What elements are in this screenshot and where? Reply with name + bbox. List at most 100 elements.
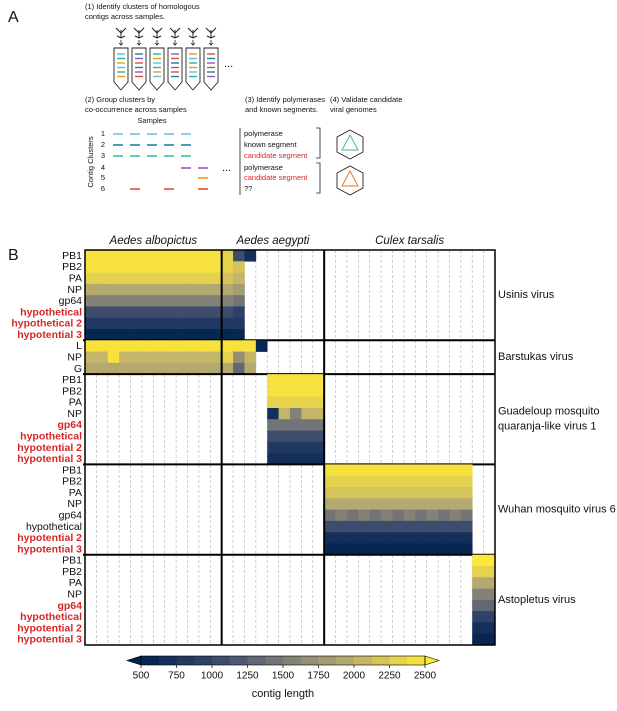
heatmap-cell — [324, 520, 336, 533]
heatmap-cell — [96, 306, 109, 319]
row-label: PB1 — [62, 555, 82, 567]
heatmap-cell — [153, 283, 166, 296]
heatmap-cell — [335, 464, 348, 477]
heatmap-cell — [210, 351, 222, 364]
virion-icon — [336, 129, 364, 196]
heatmap-cell — [176, 340, 188, 352]
heatmap-cell — [85, 329, 97, 341]
heatmap-cell — [233, 250, 245, 262]
species-header: Aedes aegypti — [235, 235, 309, 247]
heatmap-cell — [369, 464, 382, 477]
heatmap-cell — [267, 408, 279, 420]
heatmap-cell — [221, 317, 234, 330]
heatmap-cell — [460, 509, 473, 522]
heatmap-cell — [381, 498, 393, 510]
heatmap-cell — [403, 464, 416, 477]
heatmap-cell — [335, 532, 348, 544]
heatmap-cell — [403, 498, 416, 510]
colorbar-bin — [283, 656, 302, 665]
heatmap-cell — [198, 362, 211, 375]
heatmap-cell — [358, 543, 371, 556]
heatmap-cell — [312, 441, 325, 454]
tube — [113, 47, 129, 91]
heatmap-cell — [290, 374, 302, 386]
mosquito-icon — [115, 27, 127, 39]
virus-name: Barstukas virus — [498, 351, 574, 363]
heatmap-cell — [335, 543, 348, 556]
heatmap-cell — [153, 306, 166, 319]
heatmap-cell — [107, 295, 120, 307]
heatmap-cell — [324, 498, 336, 510]
arrow — [190, 40, 196, 46]
row-label: NP — [67, 351, 82, 363]
heatmap-cell — [233, 283, 245, 296]
row-label: PB2 — [62, 385, 82, 397]
tube — [203, 47, 219, 91]
colorbar-tick-label: 750 — [168, 671, 185, 682]
heatmap-cell — [483, 622, 496, 635]
heatmap-cell — [483, 588, 496, 601]
row-label: PA — [69, 487, 82, 499]
heatmap-cell — [335, 509, 348, 522]
heatmap-cell — [119, 351, 131, 364]
heatmap-cell — [107, 362, 120, 375]
heatmap-cell — [358, 509, 371, 522]
heatmap-cell — [141, 340, 154, 352]
row-label: gp64 — [57, 419, 82, 431]
heatmap-cell — [449, 498, 462, 510]
colorbar-extend — [424, 655, 440, 666]
heatmap-cell — [119, 329, 131, 341]
heatmap-cell — [267, 453, 279, 465]
heatmap-cell — [460, 532, 473, 544]
heatmap-cell — [85, 306, 97, 319]
heatmap-cell — [267, 385, 279, 398]
heatmap-cell — [415, 543, 427, 556]
heatmap-cell — [233, 362, 245, 375]
heatmap-cell — [358, 532, 371, 544]
colorbar-bin — [158, 656, 177, 665]
heatmap-cell — [130, 329, 143, 341]
heatmap-cell — [267, 430, 279, 443]
heatmap-cell — [449, 464, 462, 477]
heatmap-cell — [141, 272, 154, 285]
heatmap-cell — [278, 396, 291, 409]
heatmap-cell — [187, 340, 200, 352]
heatmap-cell — [438, 475, 450, 488]
heatmap-cell — [358, 464, 371, 477]
heatmap-cell — [176, 306, 188, 319]
heatmap-cell — [381, 487, 393, 499]
heatmap-cell — [312, 408, 325, 420]
row-label: gp64 — [59, 509, 83, 521]
heatmap-cell — [119, 250, 131, 262]
heatmap-cell — [130, 250, 143, 262]
mosquito-icon — [187, 27, 199, 39]
heatmap-cell — [198, 250, 211, 262]
heatmap-cell — [85, 272, 97, 285]
heatmap-cell — [119, 295, 131, 307]
heatmap-cell — [335, 498, 348, 510]
cluster-label: candidate segment — [244, 173, 308, 182]
heatmap-cell — [312, 396, 325, 409]
colorbar-extend — [126, 655, 142, 666]
heatmap-cell — [369, 498, 382, 510]
heatmap-cell — [369, 543, 382, 556]
row-label: PB2 — [62, 476, 82, 488]
heatmap-cell — [392, 509, 405, 522]
heatmap-cell — [130, 340, 143, 352]
heatmap-cell — [415, 464, 427, 477]
heatmap-cell — [130, 317, 143, 330]
heatmap-cell — [358, 520, 371, 533]
colorbar-bin — [229, 656, 248, 665]
heatmap-cell — [187, 362, 200, 375]
mosquito-icon — [133, 27, 145, 39]
heatmap-cell — [278, 441, 291, 454]
step-text: co-occurrence across samples — [85, 105, 187, 114]
cluster-label: polymerase — [244, 129, 283, 138]
heatmap-cell — [221, 272, 234, 285]
heatmap-cell — [290, 430, 302, 443]
step-text: (1) Identify clusters of homologous — [85, 2, 200, 11]
heatmap-cell — [107, 340, 120, 352]
heatmap-cell — [130, 261, 143, 273]
heatmap-cell — [96, 351, 109, 364]
colorbar-bin — [194, 656, 213, 665]
